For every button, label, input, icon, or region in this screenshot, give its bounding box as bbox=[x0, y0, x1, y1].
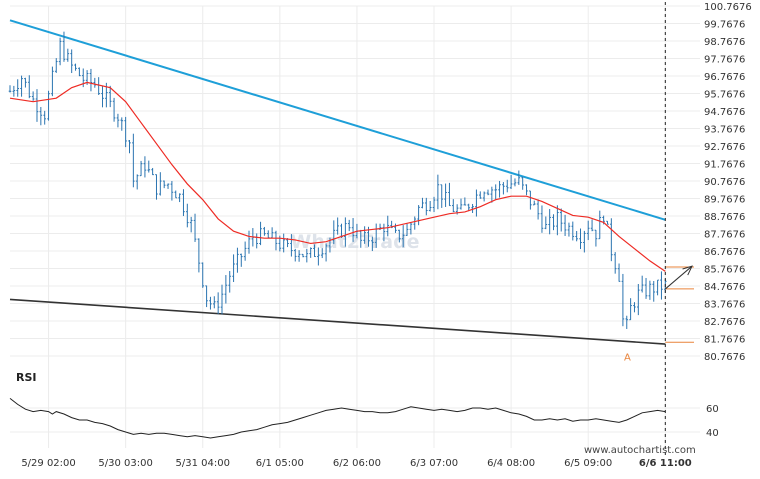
watermark-layer: What2Trade bbox=[290, 231, 419, 253]
y-tick-label: 91.7676 bbox=[704, 160, 745, 171]
rsi-title: RSI bbox=[16, 371, 37, 384]
y-tick-label: 83.7676 bbox=[704, 300, 745, 311]
x-tick-label: 5/31 04:00 bbox=[176, 458, 230, 469]
y-tick-label: 99.7676 bbox=[704, 20, 745, 31]
y-tick-label: 88.7676 bbox=[704, 212, 745, 223]
support-line bbox=[9, 298, 666, 345]
y-tick-label: 81.7676 bbox=[704, 335, 745, 346]
y-tick-label: 96.7676 bbox=[704, 72, 745, 83]
y-tick-label: 86.7676 bbox=[704, 247, 745, 258]
rsi-line bbox=[9, 398, 666, 439]
y-tick-label: 95.7676 bbox=[704, 90, 745, 101]
y-tick-label: 82.7676 bbox=[704, 317, 745, 328]
levels-layer: A bbox=[624, 265, 694, 363]
y-tick-label: 85.7676 bbox=[704, 265, 745, 276]
y-tick-label: 89.7676 bbox=[704, 195, 745, 206]
moving-average-line bbox=[9, 81, 666, 272]
resistance-line bbox=[9, 19, 666, 221]
point-label-a: A bbox=[624, 352, 631, 363]
x-tick-label: 5/29 02:00 bbox=[21, 458, 75, 469]
forecast-arrow-line bbox=[664, 265, 693, 290]
y-tick-label: 87.7676 bbox=[704, 230, 745, 241]
x-tick-label: 6/2 06:00 bbox=[333, 458, 381, 469]
x-tick-label: 6/3 07:00 bbox=[410, 458, 458, 469]
candles-layer bbox=[8, 31, 667, 329]
y-tick-label: 80.7676 bbox=[704, 352, 745, 363]
moving-average-layer bbox=[9, 81, 666, 272]
y-tick-label: 92.7676 bbox=[704, 142, 745, 153]
rsi-y-tick-label: 60 bbox=[706, 404, 719, 415]
watermark-text: What2Trade bbox=[290, 231, 419, 253]
grid-layer bbox=[10, 5, 700, 448]
x-tick-label: 6/4 08:00 bbox=[487, 458, 535, 469]
x-tick-label: 6/1 05:00 bbox=[256, 458, 304, 469]
y-tick-label: 93.7676 bbox=[704, 125, 745, 136]
y-tick-label: 90.7676 bbox=[704, 177, 745, 188]
x-tick-label: 6/5 09:00 bbox=[564, 458, 612, 469]
x-tick-label: 6/6 11:00 bbox=[639, 458, 692, 469]
y-tick-label: 84.7676 bbox=[704, 282, 745, 293]
footer-site-link[interactable]: www.autochartist.com bbox=[584, 445, 696, 456]
y-tick-label: 100.7676 bbox=[704, 2, 752, 13]
y-tick-label: 98.7676 bbox=[704, 37, 745, 48]
trend-lines-layer bbox=[9, 19, 666, 345]
y-tick-label: 94.7676 bbox=[704, 107, 745, 118]
y-tick-label: 97.7676 bbox=[704, 55, 745, 66]
x-tick-label: 5/30 03:00 bbox=[98, 458, 152, 469]
rsi-layer bbox=[9, 398, 666, 439]
rsi-y-tick-label: 40 bbox=[706, 428, 719, 439]
axes-layer: 100.7676 99.7676 98.7676 97.7676 96.7676 95.7… bbox=[21, 2, 752, 469]
forecast-arrow-head bbox=[682, 265, 693, 276]
